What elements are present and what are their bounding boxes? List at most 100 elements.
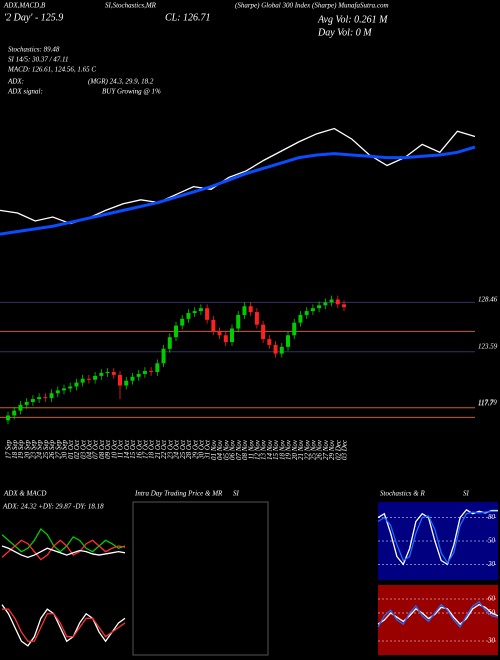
x-tick-label: 23 Oct bbox=[166, 439, 174, 459]
candle-body bbox=[161, 348, 166, 364]
candle-body bbox=[155, 363, 160, 372]
candle-body bbox=[205, 308, 210, 320]
x-tick-label: 07 Oct bbox=[92, 439, 100, 459]
adx-label: ADX: bbox=[7, 78, 24, 86]
panel-title: ADX & MACD bbox=[3, 490, 46, 498]
candle-body bbox=[68, 386, 73, 389]
x-tick-label: 02 Oct bbox=[73, 439, 81, 459]
x-tick-label: 26 Nov bbox=[316, 439, 324, 460]
adx-signal: BUY Growing @ 1% bbox=[102, 88, 161, 96]
candle-body bbox=[267, 339, 272, 345]
x-tick-label: 06 Nov bbox=[229, 439, 237, 460]
candle-body bbox=[43, 397, 48, 399]
x-tick-label: 01 Oct bbox=[67, 439, 75, 459]
candle-body bbox=[124, 380, 129, 386]
panel-title: Stochastics & R bbox=[380, 490, 425, 498]
candle-body bbox=[55, 390, 60, 394]
candle-body bbox=[261, 324, 266, 340]
x-tick-label: 01 Nov bbox=[210, 439, 218, 460]
x-tick-label: 07 Nov bbox=[235, 439, 243, 460]
candle-body bbox=[304, 311, 309, 315]
adx-text: (MGR) 24.3, 29.9, 18.2 bbox=[88, 78, 154, 86]
y-tick-label: 60 bbox=[488, 595, 496, 603]
x-tick-label: 17 Sep bbox=[5, 440, 13, 459]
candle-body bbox=[198, 308, 203, 312]
x-tick-label: 27 Sep bbox=[54, 440, 62, 459]
x-tick-label: 24 Sep bbox=[36, 440, 44, 459]
x-tick-label: 26 Sep bbox=[48, 440, 56, 459]
candle-body bbox=[310, 308, 315, 312]
x-tick-label: 31 Oct bbox=[204, 439, 212, 460]
y-tick-label: 80 bbox=[488, 513, 496, 521]
indicator-line bbox=[1, 539, 126, 561]
x-tick-label: 19 Sep bbox=[17, 440, 25, 459]
candle-body bbox=[37, 397, 42, 400]
candle-body bbox=[105, 372, 110, 373]
x-tick-label: 13 Nov bbox=[260, 439, 268, 460]
candle-body bbox=[329, 299, 334, 303]
x-tick-label: 08 Nov bbox=[241, 439, 249, 460]
x-tick-label: 22 Oct bbox=[160, 439, 168, 459]
y-tick-label: 128.46 bbox=[478, 295, 498, 303]
candle-body bbox=[130, 376, 135, 381]
candle-body bbox=[211, 319, 216, 332]
candle-body bbox=[236, 314, 241, 329]
x-tick-label: 18 Nov bbox=[278, 439, 286, 460]
header-text: '2 Day' - 125.9 bbox=[4, 12, 63, 23]
x-tick-label: 22 Nov bbox=[303, 439, 311, 460]
candle-body bbox=[279, 346, 284, 354]
indicator-line bbox=[0, 145, 476, 236]
x-tick-label: 10 Oct bbox=[110, 439, 118, 459]
adx-signal-label: ADX signal: bbox=[7, 88, 43, 96]
x-tick-label: 18 Oct bbox=[148, 439, 156, 459]
x-tick-label: 20 Sep bbox=[23, 440, 31, 459]
x-tick-label: 09 Oct bbox=[104, 439, 112, 459]
y-tick-label: 123.59 bbox=[478, 343, 498, 351]
candle-body bbox=[30, 399, 35, 402]
candle-body bbox=[254, 312, 259, 325]
candle-body bbox=[223, 335, 228, 343]
x-tick-label: 19 Nov bbox=[285, 439, 293, 460]
y-tick-label: 50 bbox=[488, 537, 496, 545]
x-tick-label: 11 Nov bbox=[247, 439, 255, 459]
x-tick-label: 17 Oct bbox=[141, 439, 149, 459]
x-tick-label: 12 Nov bbox=[253, 439, 261, 460]
panel-background bbox=[378, 585, 498, 655]
x-tick-label: 25 Oct bbox=[179, 439, 187, 459]
candle-body bbox=[186, 313, 191, 319]
header-text: SI,Stochastics,MR bbox=[105, 2, 157, 10]
candle-body bbox=[18, 404, 23, 411]
candle-body bbox=[12, 410, 17, 416]
macd-text: MACD: 126.61, 124.56, 1.65 C bbox=[7, 66, 96, 74]
x-tick-label: 05 Nov bbox=[222, 439, 230, 460]
candle-body bbox=[317, 305, 322, 309]
stoch-text: Stochastics: 89.48 bbox=[8, 46, 60, 54]
candle-body bbox=[292, 322, 297, 336]
candle-body bbox=[335, 299, 340, 305]
indicator-line bbox=[1, 527, 126, 553]
x-tick-label: 29 Nov bbox=[328, 439, 336, 460]
day-volume: Day Vol: 0 M bbox=[317, 27, 372, 38]
panel-title: SI bbox=[233, 490, 240, 498]
header-text: ADX,MACD,B bbox=[3, 2, 46, 10]
x-tick-label: 30 Oct bbox=[197, 439, 205, 460]
x-tick-label: 21 Oct bbox=[154, 439, 162, 459]
candle-body bbox=[174, 325, 178, 338]
candle-body bbox=[149, 371, 154, 373]
candle-body bbox=[142, 371, 147, 374]
x-tick-label: 08 Oct bbox=[98, 439, 106, 459]
x-tick-label: 30 Sep bbox=[61, 440, 69, 460]
panel-subtitle: ADX: 24.32 +DY: 29.87 -DY: 18.18 bbox=[2, 503, 104, 511]
x-tick-label: 16 Oct bbox=[135, 439, 143, 459]
x-tick-label: 15 Oct bbox=[129, 439, 137, 459]
si-text: SI 14/5: 30.37 / 47.11 bbox=[8, 56, 69, 64]
candle-body bbox=[248, 306, 253, 313]
candle-body bbox=[286, 335, 290, 347]
y-tick-label: 117.79 bbox=[478, 399, 497, 407]
x-tick-label: 28 Oct bbox=[185, 439, 193, 459]
candle-body bbox=[167, 337, 172, 349]
indicator-line bbox=[377, 603, 499, 626]
candle-body bbox=[180, 318, 185, 326]
candle-body bbox=[342, 304, 346, 308]
indicator-line bbox=[377, 510, 498, 565]
